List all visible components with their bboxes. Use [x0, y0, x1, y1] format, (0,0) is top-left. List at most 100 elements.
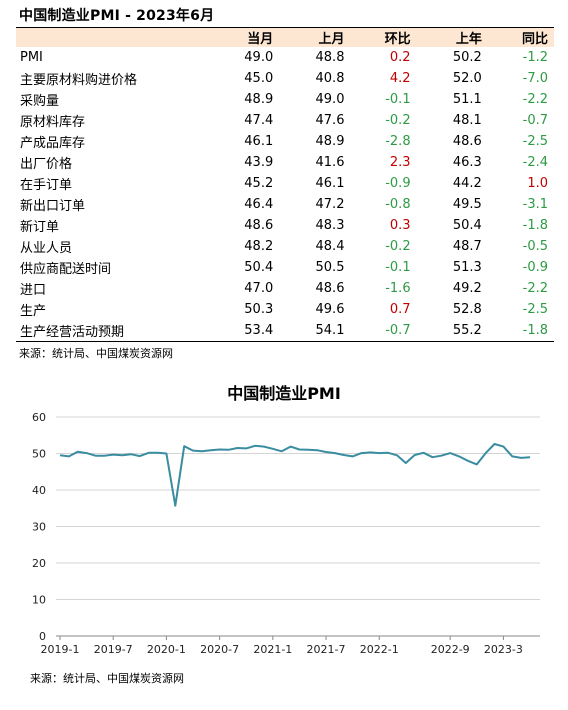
table-row: 生产 50.3 49.6 0.7 52.8 -2.5	[16, 299, 554, 320]
cell-mom: -1.6	[385, 281, 411, 296]
cell-yoy: -2.4	[522, 155, 548, 170]
cell-prev-month: 50.5	[315, 260, 345, 275]
x-tick-label: 2021-1	[253, 643, 292, 656]
table-row: 进口 47.0 48.6 -1.6 49.2 -2.2	[16, 278, 554, 299]
cell-name: 在手订单	[20, 178, 73, 193]
cell-prev-year: 46.3	[452, 155, 482, 170]
cell-mom: 2.3	[389, 155, 411, 170]
cell-name: 新订单	[20, 220, 60, 235]
cell-yoy: -2.2	[522, 92, 548, 107]
cell-prev-month: 54.1	[279, 320, 351, 342]
x-tick-label: 2021-7	[307, 643, 346, 656]
y-tick-label: 40	[32, 484, 46, 497]
table-source: 来源：统计局、中国煤炭资源网	[19, 347, 173, 360]
cell-current: 48.2	[244, 239, 274, 254]
cell-prev-year: 48.6	[452, 134, 482, 149]
cell-mom: 0.3	[389, 218, 411, 233]
table-row: 出厂价格 43.9 41.6 2.3 46.3 -2.4	[16, 152, 554, 173]
cell-mom: -0.9	[385, 176, 411, 191]
table-row: 从业人员 48.2 48.4 -0.2 48.7 -0.5	[16, 236, 554, 257]
y-tick-label: 30	[32, 521, 46, 534]
cell-prev-month: 49.0	[315, 92, 345, 107]
y-tick-label: 60	[32, 411, 46, 424]
cell-yoy: -1.2	[522, 50, 548, 65]
cell-mom: -0.1	[385, 92, 411, 107]
cell-prev-month: 40.8	[315, 71, 345, 86]
cell-prev-month: 47.2	[315, 197, 345, 212]
table-row: 生产经营活动预期 53.4 54.1 -0.7 55.2 -1.8	[16, 320, 554, 342]
cell-current: 48.9	[244, 92, 274, 107]
x-tick-label: 2022-1	[360, 643, 399, 656]
x-tick-label: 2020-1	[147, 643, 186, 656]
cell-current: 53.4	[208, 320, 280, 342]
table-row: 采购量 48.9 49.0 -0.1 51.1 -2.2	[16, 89, 554, 110]
y-tick-label: 10	[32, 594, 46, 607]
header-mom: 环比	[350, 28, 417, 47]
pmi-series-line	[59, 443, 531, 507]
cell-mom: 0.7	[389, 302, 411, 317]
cell-name: 产成品库存	[20, 136, 86, 151]
cell-prev-year: 52.0	[452, 71, 482, 86]
chart-source: 来源：统计局、中国煤炭资源网	[30, 672, 184, 685]
table-title: 中国制造业PMI - 2023年6月	[19, 8, 215, 24]
header-prev-year: 上年	[416, 28, 488, 47]
cell-prev-month: 48.9	[315, 134, 345, 149]
cell-yoy: -0.7	[522, 113, 548, 128]
table-row: 原材料库存 47.4 47.6 -0.2 48.1 -0.7	[16, 110, 554, 131]
table-header-row: 当月 上月 环比 上年 同比	[16, 28, 554, 47]
cell-prev-year: 44.2	[452, 176, 482, 191]
cell-mom: -0.1	[385, 260, 411, 275]
cell-prev-month: 47.6	[315, 113, 345, 128]
cell-name: 主要原材料购进价格	[20, 73, 138, 88]
cell-prev-year: 55.2	[416, 320, 488, 342]
cell-prev-year: 48.1	[452, 113, 482, 128]
cell-mom: -0.8	[385, 197, 411, 212]
cell-yoy: -3.1	[522, 197, 548, 212]
header-current: 当月	[208, 28, 280, 47]
cell-mom: -0.7	[350, 320, 417, 342]
table-row: 新订单 48.6 48.3 0.3 50.4 -1.8	[16, 215, 554, 236]
cell-prev-year: 50.4	[452, 218, 482, 233]
cell-current: 47.0	[244, 281, 274, 296]
cell-prev-month: 41.6	[315, 155, 345, 170]
cell-prev-year: 51.3	[452, 260, 482, 275]
cell-prev-month: 48.6	[315, 281, 345, 296]
table-row: 在手订单 45.2 46.1 -0.9 44.2 1.0	[16, 173, 554, 194]
header-name	[16, 28, 208, 47]
cell-current: 50.4	[244, 260, 274, 275]
cell-yoy: -0.9	[522, 260, 548, 275]
cell-current: 50.3	[244, 302, 274, 317]
cell-prev-month: 48.3	[315, 218, 345, 233]
cell-current: 47.4	[244, 113, 274, 128]
pmi-line-chart: 0 10 20 30 40 50 60 2019-1 2019-7 2020-1 2020-7 202…	[32, 411, 540, 656]
cell-name: 出厂价格	[20, 157, 73, 172]
cell-name: 生产	[20, 304, 47, 319]
x-tick-label: 2019-7	[94, 643, 133, 656]
cell-yoy: -2.2	[522, 281, 548, 296]
x-tick-label: 2020-7	[200, 643, 239, 656]
pmi-table: 当月 上月 环比 上年 同比 PMI 49.0 48.8 0.2 50.2 -1.2 主要原…	[16, 28, 554, 342]
chart-title: 中国制造业PMI	[227, 384, 341, 403]
cell-name: 生产经营活动预期	[16, 320, 208, 342]
x-tick-label: 2023-3	[484, 643, 523, 656]
cell-name: 进口	[20, 283, 47, 298]
table-row: 新出口订单 46.4 47.2 -0.8 49.5 -3.1	[16, 194, 554, 215]
cell-current: 45.2	[244, 176, 274, 191]
cell-mom: 4.2	[389, 71, 411, 86]
cell-current: 46.1	[244, 134, 274, 149]
cell-prev-month: 49.6	[315, 302, 345, 317]
cell-yoy: -2.5	[522, 302, 548, 317]
cell-yoy: -0.5	[522, 239, 548, 254]
cell-current: 48.6	[244, 218, 274, 233]
cell-yoy: -7.0	[522, 71, 548, 86]
cell-name: 采购量	[20, 94, 60, 109]
cell-prev-month: 48.8	[315, 50, 345, 65]
cell-prev-year: 48.7	[452, 239, 482, 254]
cell-current: 46.4	[244, 197, 274, 212]
y-tick-label: 0	[39, 630, 46, 643]
x-tick-label: 2019-1	[41, 643, 80, 656]
y-tick-label: 20	[32, 557, 46, 570]
cell-prev-year: 50.2	[452, 50, 482, 65]
cell-name: 供应商配送时间	[20, 262, 112, 277]
cell-prev-year: 51.1	[452, 92, 482, 107]
